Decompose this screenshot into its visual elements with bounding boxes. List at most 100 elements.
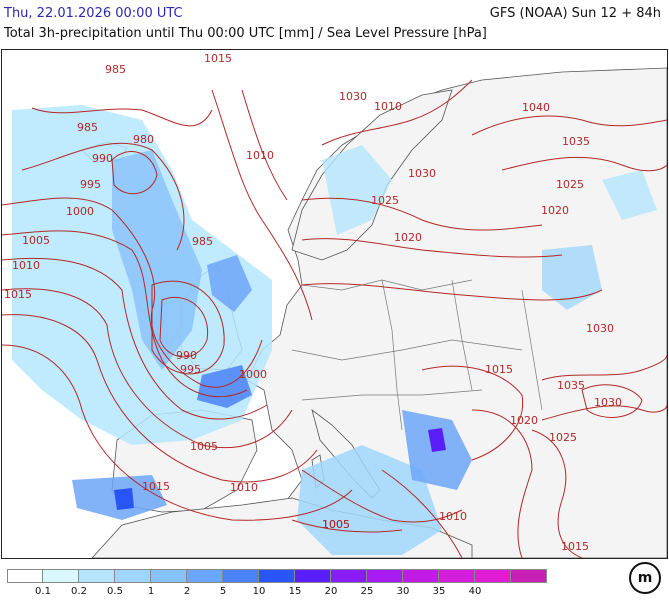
isobar-label: 1010 [439, 510, 467, 523]
isobar [301, 197, 543, 231]
isobar [301, 283, 603, 301]
isobar-label: 1005 [322, 518, 350, 531]
legend-swatch [7, 569, 43, 583]
precipitation-legend: 0.1 0.2 0.5 1 2 5 10 15 20 25 30 35 40 [7, 569, 547, 599]
isobar-labels: 985 1015 985 980 990 995 1000 1005 1010 … [4, 52, 622, 553]
isobar [541, 404, 667, 421]
legend-tick-label: 15 [288, 586, 302, 597]
isobar [501, 156, 667, 172]
isobar [301, 238, 563, 258]
isobar [2, 257, 268, 420]
precip-greece-core [428, 428, 446, 452]
isobar [2, 230, 248, 398]
isobar-label: 1010 [12, 259, 40, 272]
isobar-label: 1030 [408, 167, 436, 180]
legend-swatch [295, 569, 331, 583]
precip-iberia-core [114, 488, 134, 510]
isobar [531, 429, 583, 558]
isobar [111, 151, 158, 195]
legend-tick-label: 0.5 [107, 586, 123, 597]
legend-swatch [403, 569, 439, 583]
isobar-label: 1040 [522, 101, 550, 114]
isobar [421, 365, 524, 461]
isobar [21, 142, 185, 251]
legend-swatch [475, 569, 511, 583]
isobar [2, 288, 293, 449]
legend-tick-label: 40 [468, 586, 482, 597]
legend-tick-label: 5 [219, 586, 227, 597]
legend-swatch [43, 569, 79, 583]
legend-tick-label: 20 [324, 586, 338, 597]
legend-tick-label: 35 [432, 586, 446, 597]
legend-swatch [223, 569, 259, 583]
isobar [241, 89, 288, 201]
isobar-label: 1015 [142, 480, 170, 493]
isobar [471, 115, 667, 136]
isobar-label: 1010 [374, 100, 402, 113]
valid-time: Thu, 22.01.2026 00:00 UTC [4, 6, 183, 21]
isobar-label: 1035 [562, 135, 590, 148]
isobar-label: 995 [180, 363, 201, 376]
isobar-label: 1035 [557, 379, 585, 392]
isobar [31, 107, 213, 127]
precip-central-med [297, 445, 442, 555]
isobar [581, 384, 643, 418]
isobar [291, 519, 403, 533]
isobar-label: 985 [192, 235, 213, 248]
isobar-label: 1005 [22, 234, 50, 247]
isobar [541, 354, 667, 381]
legend-swatch [187, 569, 223, 583]
isobar-label: 1015 [204, 52, 232, 65]
legend-swatch [511, 569, 547, 583]
legend-swatch [367, 569, 403, 583]
isobar-label: 980 [133, 133, 154, 146]
isobar-label: 1030 [594, 396, 622, 409]
legend-color-bar [7, 569, 547, 583]
isobar [211, 89, 313, 321]
isobar-label: 1030 [339, 90, 367, 103]
isobar-label: 1000 [239, 368, 267, 381]
meteologix-logo: m [629, 562, 661, 594]
isobar-label: 1010 [230, 481, 258, 494]
precip-norway [322, 145, 392, 235]
isobar [159, 296, 209, 358]
model-run: GFS (NOAA) Sun 12 + 84h [489, 6, 661, 21]
legend-tick-label: 0.2 [71, 586, 87, 597]
isobar [2, 314, 318, 483]
legend-swatch [259, 569, 295, 583]
legend-swatch [331, 569, 367, 583]
map-subtitle: Total 3h-precipitation until Thu 00:00 U… [4, 26, 487, 41]
logo-mark: m [637, 570, 653, 586]
legend-tick-label: 0.1 [35, 586, 51, 597]
isobar-label: 985 [77, 121, 98, 134]
isobar-label: 1015 [561, 540, 589, 553]
isobar-label: 990 [92, 152, 113, 165]
isobar-label: 1025 [549, 431, 577, 444]
isobar-label: 1020 [394, 231, 422, 244]
isobar-label: 1000 [66, 205, 94, 218]
isobar [471, 409, 533, 558]
isobar-label: 1020 [541, 204, 569, 217]
weather-map[interactable]: 985 1015 985 980 990 995 1000 1005 1010 … [1, 49, 668, 559]
country-borders [291, 279, 543, 431]
isobar [151, 280, 225, 375]
isobar [381, 469, 463, 558]
precip-russia [542, 245, 602, 310]
isobar-label: 1025 [371, 194, 399, 207]
precip-biscay [197, 365, 252, 408]
legend-tick-label: 10 [252, 586, 266, 597]
isobar [301, 469, 463, 523]
legend-tick-label: 2 [183, 586, 191, 597]
isobar-label: 1005 [190, 440, 218, 453]
isobar-label: 985 [105, 63, 126, 76]
isobar-label: 995 [80, 178, 101, 191]
legend-tick-label: 30 [396, 586, 410, 597]
isobar-label: 1015 [4, 288, 32, 301]
isobar-label: 1030 [586, 322, 614, 335]
precip-russia-north [602, 170, 657, 220]
isobar-label: 1010 [246, 149, 274, 162]
legend-swatch [115, 569, 151, 583]
isobar [321, 79, 473, 146]
legend-swatch [79, 569, 115, 583]
precip-atlantic-core [112, 150, 202, 370]
